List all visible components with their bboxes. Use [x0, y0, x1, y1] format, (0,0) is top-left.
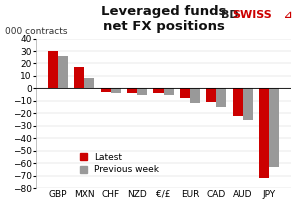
Bar: [153, 88, 164, 94]
Bar: [206, 88, 216, 102]
Bar: [180, 88, 190, 98]
Text: ⊿: ⊿: [284, 10, 292, 20]
Bar: [259, 88, 269, 178]
Bar: [190, 88, 200, 103]
Text: SWISS: SWISS: [232, 10, 272, 20]
Legend: Latest, Previous week: Latest, Previous week: [76, 149, 163, 178]
Bar: [269, 88, 279, 167]
Bar: [111, 88, 121, 94]
Bar: [74, 67, 84, 88]
Bar: [84, 79, 94, 88]
Bar: [58, 56, 68, 88]
Bar: [137, 88, 147, 95]
Title: Leveraged funds
net FX positions: Leveraged funds net FX positions: [101, 5, 226, 33]
Bar: [127, 88, 137, 94]
Bar: [233, 88, 243, 116]
Bar: [48, 51, 58, 88]
Bar: [216, 88, 226, 107]
Bar: [164, 88, 174, 95]
Bar: [100, 88, 111, 92]
Bar: [243, 88, 253, 120]
Text: 000 contracts: 000 contracts: [5, 27, 68, 36]
Text: BD: BD: [220, 10, 238, 20]
